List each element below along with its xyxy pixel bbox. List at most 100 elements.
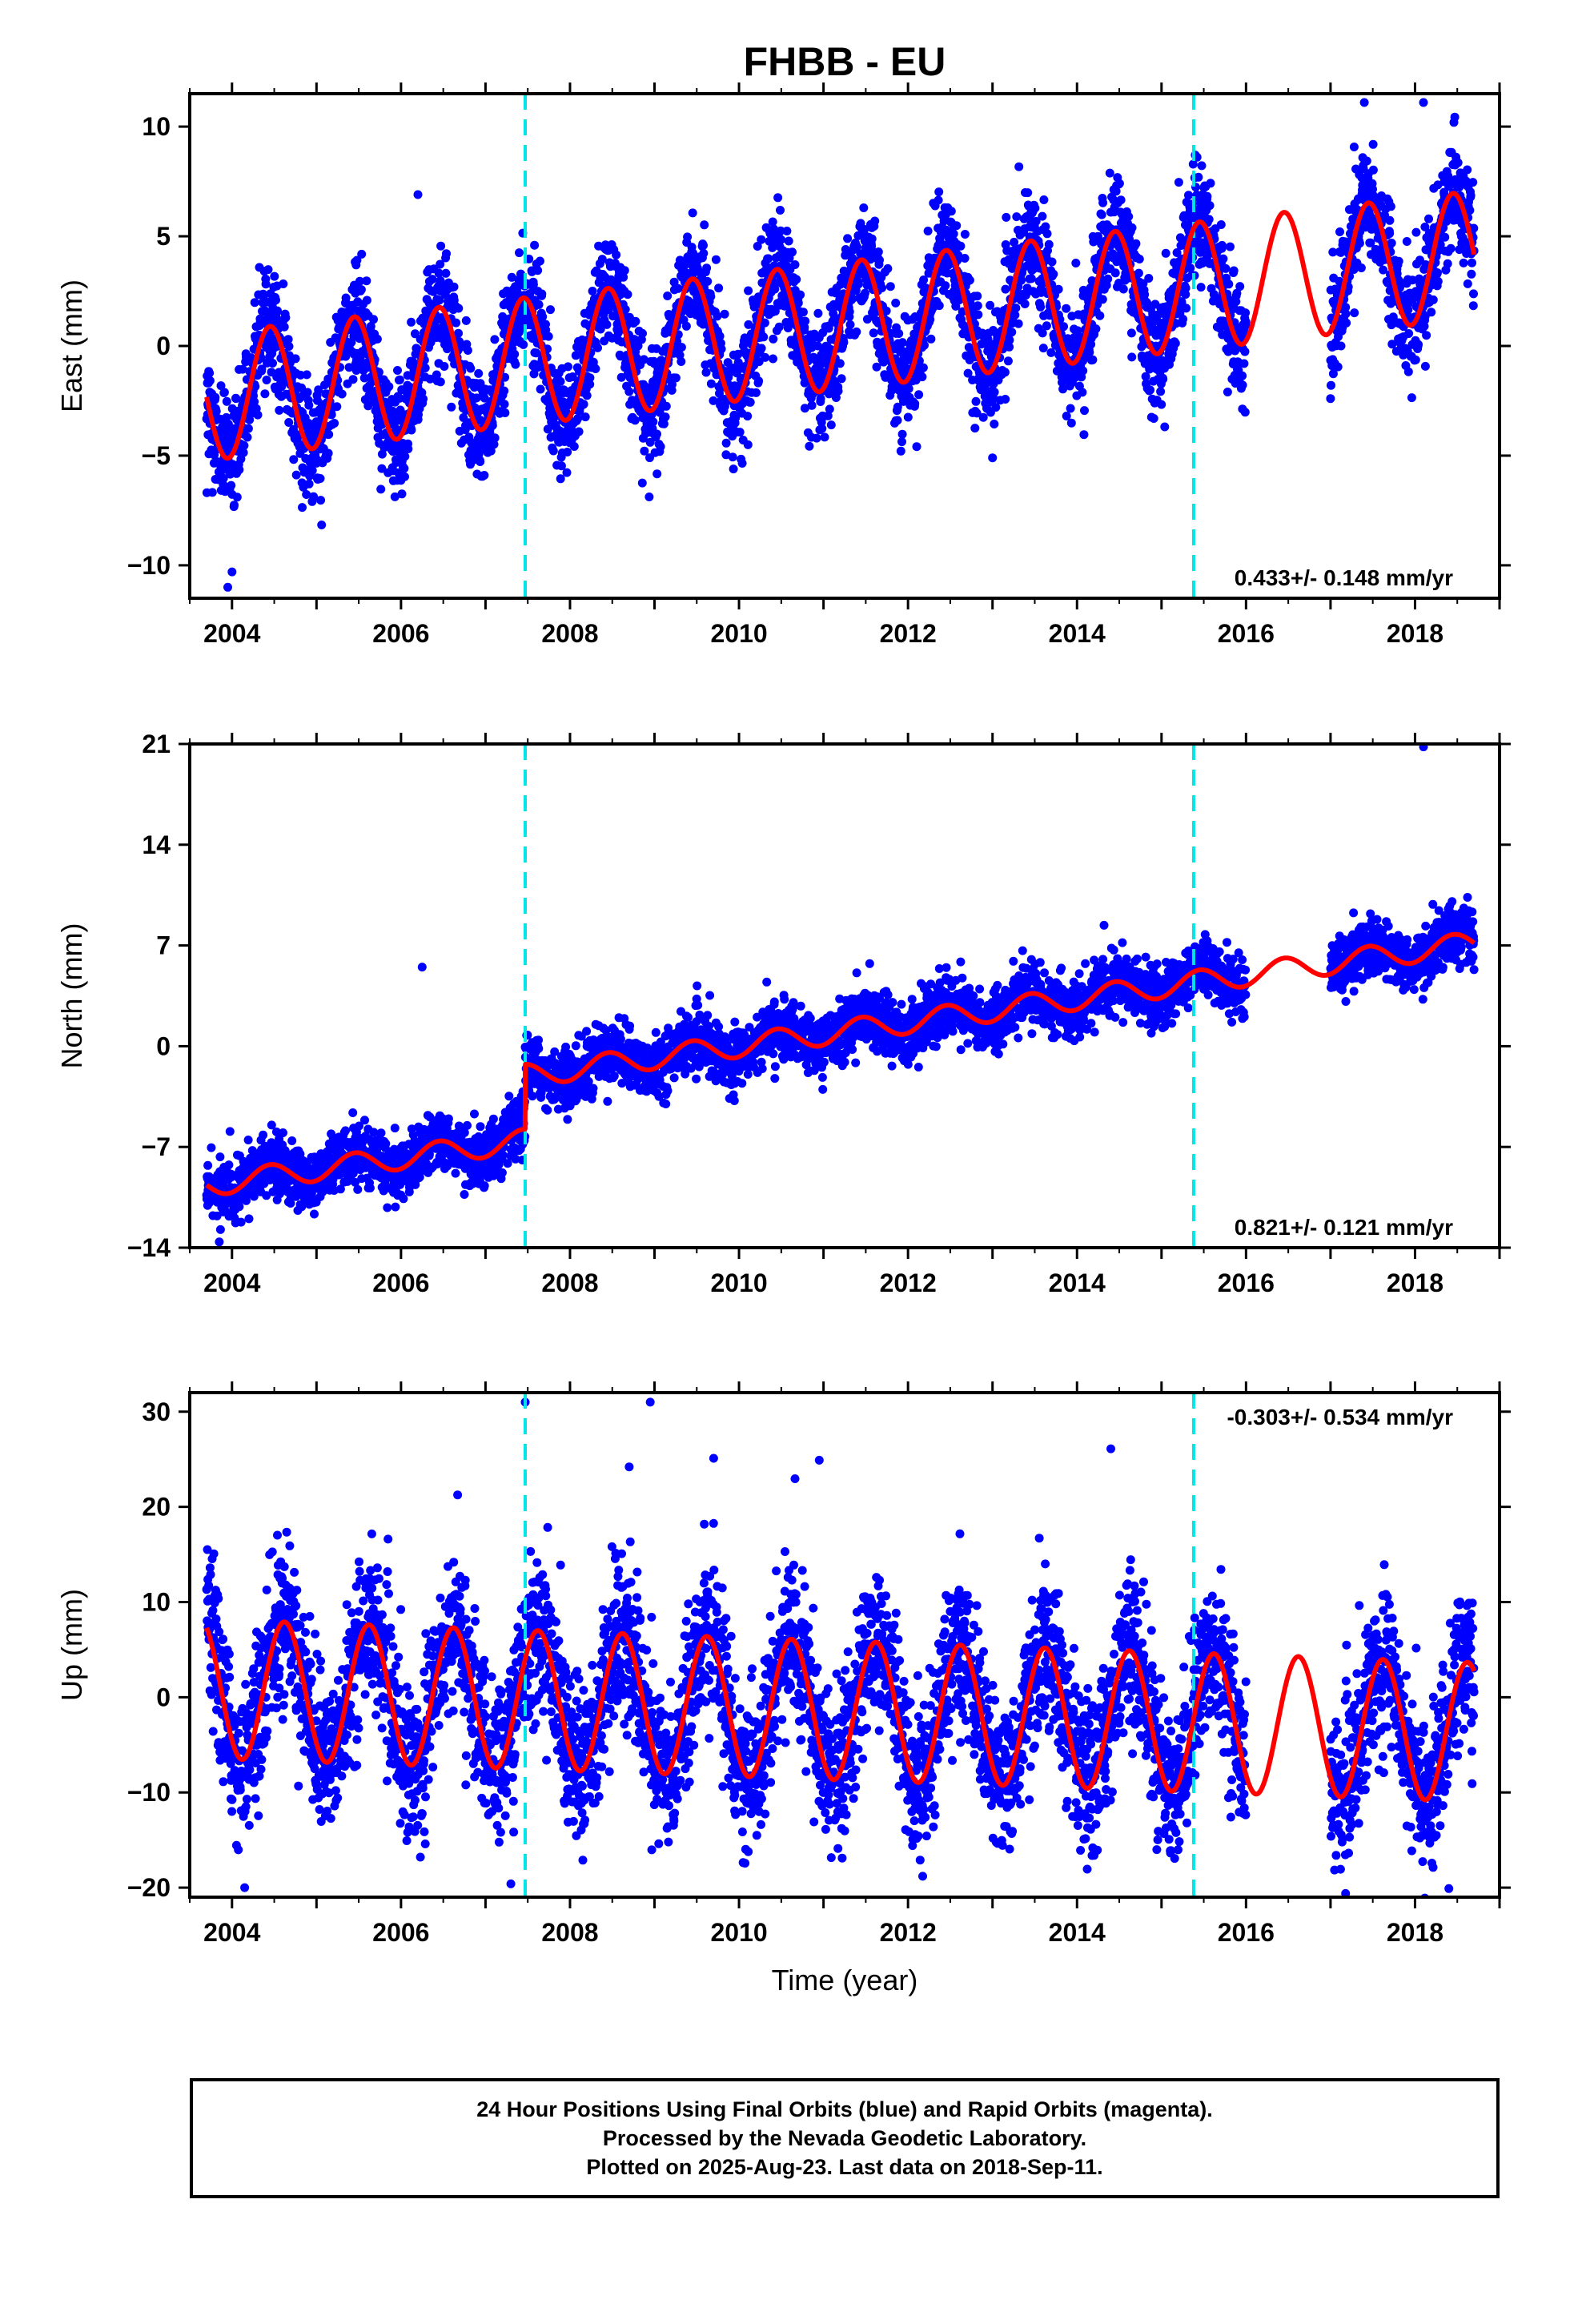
data-point <box>1184 191 1193 200</box>
data-point <box>307 466 317 475</box>
data-point <box>1467 269 1476 279</box>
data-point <box>546 305 555 315</box>
data-point <box>563 448 572 456</box>
data-point <box>988 453 998 463</box>
data-point <box>990 420 999 428</box>
data-point <box>230 501 239 510</box>
data-point <box>1174 178 1183 187</box>
data-point <box>1223 388 1232 396</box>
data-point <box>852 327 861 336</box>
data-point <box>1240 347 1250 356</box>
data-point <box>801 316 810 326</box>
data-point <box>251 382 260 392</box>
data-point <box>474 368 484 378</box>
data-point <box>973 292 982 301</box>
data-point <box>1007 328 1017 337</box>
data-point <box>244 1214 254 1224</box>
data-point <box>769 354 777 364</box>
data-point <box>934 187 944 197</box>
data-point <box>1238 371 1247 380</box>
data-point <box>369 315 378 324</box>
data-point <box>1110 268 1120 278</box>
data-point <box>239 440 249 450</box>
data-point <box>476 457 485 466</box>
data-point <box>355 276 364 286</box>
data-point <box>699 248 709 258</box>
data-point <box>1466 191 1476 200</box>
data-point <box>784 236 793 246</box>
data-point <box>548 446 558 456</box>
data-point <box>1341 309 1351 319</box>
data-point <box>472 393 481 403</box>
data-point <box>735 428 745 437</box>
data-point <box>304 400 314 410</box>
data-point <box>1327 380 1335 390</box>
data-point <box>1368 165 1378 175</box>
data-point <box>1098 198 1108 207</box>
data-point <box>1229 266 1239 275</box>
data-point <box>1014 162 1024 171</box>
data-point <box>452 318 461 328</box>
data-point <box>796 290 805 300</box>
data-point <box>489 440 499 449</box>
data-point <box>463 346 472 355</box>
data-point <box>826 420 836 430</box>
y-tick-label: −5 <box>142 441 171 470</box>
data-point <box>588 287 597 296</box>
data-point <box>923 227 933 235</box>
data-point <box>1158 374 1168 384</box>
data-point <box>839 338 849 348</box>
data-point <box>219 473 228 483</box>
data-point <box>544 332 553 341</box>
y-tick-label: 5 <box>156 222 171 251</box>
data-point <box>661 401 671 411</box>
data-point <box>1459 258 1468 267</box>
data-point <box>1411 355 1420 364</box>
data-point <box>978 412 988 422</box>
data-point <box>407 317 416 327</box>
data-point <box>1012 212 1022 222</box>
data-point <box>1131 239 1141 248</box>
data-point <box>602 320 612 329</box>
data-point <box>1114 179 1124 188</box>
data-point <box>362 276 371 286</box>
data-point <box>413 190 423 199</box>
data-point <box>235 465 244 474</box>
data-point <box>302 490 311 499</box>
data-point <box>1204 215 1214 224</box>
data-point <box>519 340 528 349</box>
data-point <box>897 437 906 447</box>
data-point <box>896 446 905 456</box>
data-point <box>227 480 236 490</box>
data-point <box>304 479 314 489</box>
data-point <box>1362 156 1371 166</box>
data-point <box>1453 158 1463 167</box>
data-point <box>203 1160 213 1170</box>
data-point <box>315 474 325 483</box>
data-point <box>1387 239 1396 247</box>
data-point <box>805 441 814 451</box>
data-point <box>1160 422 1170 432</box>
data-point <box>990 388 999 397</box>
x-tick-label: 2016 <box>1218 619 1275 648</box>
data-point <box>324 430 334 439</box>
data-point <box>1079 430 1089 440</box>
data-point <box>407 425 416 435</box>
data-point <box>971 396 981 406</box>
data-point <box>281 313 291 323</box>
data-point <box>268 359 277 368</box>
data-point <box>761 352 770 362</box>
data-point <box>243 1136 253 1144</box>
data-point <box>1011 304 1021 313</box>
data-point <box>1468 301 1478 311</box>
data-point <box>744 286 753 296</box>
data-point <box>1103 274 1113 283</box>
data-point <box>910 399 920 408</box>
chart-title: FHBB - EU <box>744 39 946 84</box>
data-point <box>1420 361 1430 371</box>
data-point <box>250 397 259 407</box>
x-tick-label: 2008 <box>541 619 598 648</box>
data-point <box>1386 202 1395 211</box>
data-point <box>1469 289 1478 299</box>
data-point <box>1463 279 1472 288</box>
